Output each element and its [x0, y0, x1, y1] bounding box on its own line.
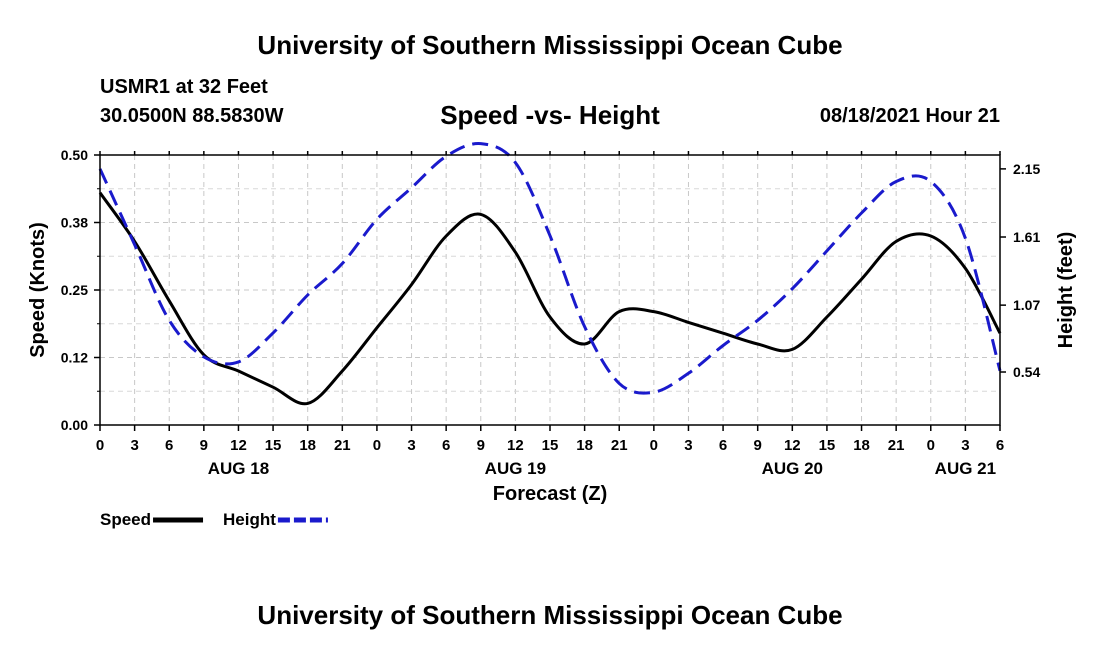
x-tick-label: 15	[265, 437, 282, 454]
x-tick-label: 0	[927, 437, 935, 454]
grid-layer	[100, 155, 1000, 425]
x-tick-label: 12	[230, 437, 247, 454]
x-tick-label: 15	[542, 437, 559, 454]
x-tick-label: 6	[719, 437, 727, 454]
series-line-speed	[98, 191, 1002, 406]
x-tick-label: 21	[611, 437, 628, 454]
axis-layer: 0 3 6 9 12 15 18 21 0 3 6 9 12 15 18 21 0 3 6 9 12 15 18 21 0 3 6 0…	[27, 147, 1077, 505]
station-name: USMR1 at 32 Feet	[100, 76, 268, 98]
y-right-tick-label: 2.15	[1013, 161, 1040, 177]
y-left-tick-label: 0.12	[61, 350, 88, 366]
station-coordinates: 30.0500N 88.5830W	[100, 105, 284, 127]
x-axis-title: Forecast (Z)	[493, 483, 607, 505]
y-left-tick-label: 0.25	[61, 282, 88, 298]
chart-bottom-title: University of Southern Mississippi Ocean…	[257, 600, 843, 630]
x-tick-label: 18	[853, 437, 870, 454]
x-tick-label: 0	[373, 437, 381, 454]
y-right-tick-label: 1.61	[1013, 229, 1040, 245]
y-left-tick-label: 0.50	[61, 147, 88, 163]
x-tick-label: 12	[507, 437, 524, 454]
date-label: AUG 18	[208, 459, 269, 478]
x-tick-label: 3	[684, 437, 692, 454]
x-tick-label: 6	[996, 437, 1004, 454]
x-tick-label: 21	[334, 437, 351, 454]
x-tick-label: 0	[96, 437, 104, 454]
x-tick-label: 3	[130, 437, 138, 454]
y-right-tick-label: 0.54	[1013, 364, 1040, 380]
legend-label-height: Height	[223, 510, 276, 529]
y-right-tick-label: 1.07	[1013, 297, 1040, 313]
date-label: AUG 20	[762, 459, 823, 478]
y-right-axis-title: Height (feet)	[1055, 232, 1077, 349]
legend: Speed Height	[100, 510, 328, 529]
x-tick-label: 21	[888, 437, 905, 454]
x-tick-label: 9	[200, 437, 208, 454]
x-tick-label: 3	[407, 437, 415, 454]
x-tick-label: 15	[819, 437, 836, 454]
chart-top-title: University of Southern Mississippi Ocean…	[257, 30, 843, 60]
x-tick-label: 9	[477, 437, 485, 454]
series-layer	[98, 142, 1002, 406]
legend-label-speed: Speed	[100, 510, 151, 529]
forecast-datestamp: 08/18/2021 Hour 21	[819, 105, 1000, 127]
date-label: AUG 21	[935, 459, 996, 478]
x-tick-label: 18	[299, 437, 316, 454]
x-tick-label: 12	[784, 437, 801, 454]
y-left-tick-label: 0.38	[61, 215, 88, 231]
x-tick-label: 0	[650, 437, 658, 454]
x-tick-label: 6	[165, 437, 173, 454]
chart-subtitle: Speed -vs- Height	[440, 100, 660, 130]
date-label: AUG 19	[485, 459, 546, 478]
x-tick-label: 9	[754, 437, 762, 454]
x-tick-label: 18	[576, 437, 593, 454]
series-line-height	[98, 142, 1002, 395]
x-tick-label: 3	[961, 437, 969, 454]
x-tick-label: 6	[442, 437, 450, 454]
y-left-axis-title: Speed (Knots)	[27, 222, 49, 358]
y-left-tick-label: 0.00	[61, 417, 88, 433]
